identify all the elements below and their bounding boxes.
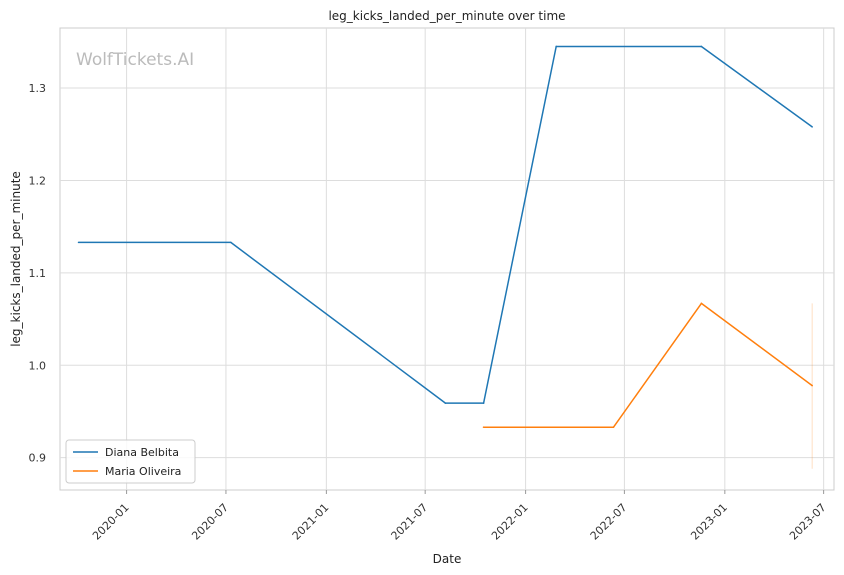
legend-label-maria-oliveira: Maria Oliveira [105,465,181,478]
legend-box [65,439,196,484]
plot-area [59,27,835,491]
legend: Diana Belbita Maria Oliveira [65,439,196,484]
grid [60,28,834,490]
data-point-maria-oliveira [811,384,813,387]
x-tick-label: 2023-01 [688,501,730,543]
data-point-maria-oliveira [612,426,615,428]
x-axis-label: Date [433,552,462,566]
y-tick-label: 1.3 [29,82,47,95]
series-line-maria-oliveira [483,302,813,428]
series-layer [77,45,813,469]
y-tick-label: 1.1 [29,267,47,280]
x-tick-label: 2022-07 [588,501,630,543]
data-point-diana-belbita [700,45,703,48]
data-point-diana-belbita [555,45,557,48]
data-point-diana-belbita [444,402,447,404]
chart-title: leg_kicks_landed_per_minute over time [328,9,565,23]
x-tick-label: 2020-01 [90,501,132,543]
x-tick-label: 2023-07 [787,501,829,543]
y-tick-label: 1.0 [29,359,47,372]
y-tick-label: 1.2 [29,174,47,187]
x-tick-label: 2022-01 [489,501,531,543]
x-tick-label: 2021-01 [290,501,332,543]
data-point-maria-oliveira [482,426,485,428]
y-ticks: 0.9 1.0 1.1 1.2 1.3 [29,82,47,465]
x-ticks: 2020-01 2020-07 2021-01 2021-07 2022-01 2022-… [90,490,829,543]
x-tick-label: 2021-07 [389,501,431,543]
data-point-diana-belbita [482,402,485,404]
data-point-diana-belbita [230,241,232,244]
legend-label-diana-belbita: Diana Belbita [105,446,179,459]
watermark: WolfTickets.AI [76,50,194,70]
data-point-diana-belbita [811,126,813,128]
data-point-maria-oliveira [700,302,703,305]
y-axis-label: leg_kicks_landed_per_minute [9,171,23,347]
data-point-diana-belbita [77,241,80,244]
x-tick-label: 2020-07 [189,501,231,543]
y-tick-label: 0.9 [29,452,47,465]
